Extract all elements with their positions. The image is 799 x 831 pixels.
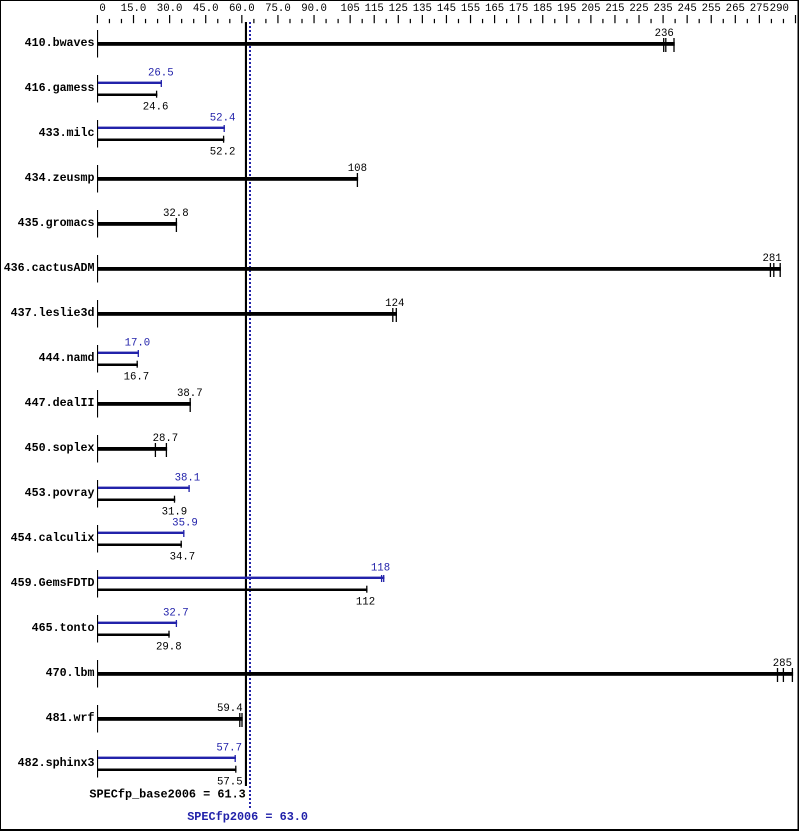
- svg-text:155: 155: [461, 3, 480, 15]
- svg-text:416.gamess: 416.gamess: [25, 82, 95, 95]
- svg-text:38.7: 38.7: [177, 388, 203, 400]
- svg-text:30.0: 30.0: [157, 3, 183, 15]
- svg-text:105: 105: [341, 3, 360, 15]
- svg-text:235: 235: [653, 3, 672, 15]
- svg-text:265: 265: [726, 3, 745, 15]
- svg-text:410.bwaves: 410.bwaves: [25, 37, 95, 50]
- svg-text:482.sphinx3: 482.sphinx3: [18, 757, 95, 770]
- svg-text:108: 108: [348, 163, 367, 175]
- svg-text:SPECfp_base2006 = 61.3: SPECfp_base2006 = 61.3: [89, 787, 245, 801]
- svg-text:SPECfp2006 = 63.0: SPECfp2006 = 63.0: [187, 810, 308, 824]
- svg-text:275: 275: [750, 3, 769, 15]
- svg-text:195: 195: [557, 3, 576, 15]
- svg-text:444.namd: 444.namd: [39, 352, 95, 365]
- svg-text:15.0: 15.0: [121, 3, 147, 15]
- svg-text:60.0: 60.0: [229, 3, 255, 15]
- svg-text:215: 215: [605, 3, 624, 15]
- svg-text:481.wrf: 481.wrf: [46, 712, 95, 725]
- svg-text:185: 185: [533, 3, 552, 15]
- svg-text:145: 145: [437, 3, 456, 15]
- svg-text:26.5: 26.5: [148, 68, 174, 80]
- svg-text:32.7: 32.7: [163, 608, 189, 620]
- svg-text:118: 118: [371, 563, 390, 575]
- svg-text:35.9: 35.9: [172, 518, 198, 530]
- svg-text:165: 165: [485, 3, 504, 15]
- svg-text:175: 175: [509, 3, 528, 15]
- svg-text:437.leslie3d: 437.leslie3d: [11, 307, 95, 320]
- svg-text:17.0: 17.0: [125, 338, 151, 350]
- svg-text:447.dealII: 447.dealII: [25, 397, 95, 410]
- svg-text:245: 245: [678, 3, 697, 15]
- svg-text:435.gromacs: 435.gromacs: [18, 217, 95, 230]
- svg-text:57.7: 57.7: [216, 743, 242, 755]
- svg-text:24.6: 24.6: [143, 101, 169, 113]
- svg-text:75.0: 75.0: [265, 3, 291, 15]
- svg-text:436.cactusADM: 436.cactusADM: [4, 262, 95, 275]
- svg-text:90.0: 90.0: [301, 3, 327, 15]
- svg-text:45.0: 45.0: [193, 3, 219, 15]
- svg-text:450.soplex: 450.soplex: [25, 442, 95, 455]
- svg-text:32.8: 32.8: [163, 208, 189, 220]
- svg-text:135: 135: [413, 3, 432, 15]
- svg-text:255: 255: [702, 3, 721, 15]
- svg-text:281: 281: [762, 253, 781, 265]
- svg-text:470.lbm: 470.lbm: [46, 667, 95, 680]
- svg-text:31.9: 31.9: [162, 506, 188, 518]
- svg-text:59.4: 59.4: [217, 703, 243, 715]
- svg-text:205: 205: [581, 3, 600, 15]
- svg-text:112: 112: [356, 596, 375, 608]
- svg-text:38.1: 38.1: [175, 473, 201, 485]
- svg-text:459.GemsFDTD: 459.GemsFDTD: [11, 577, 95, 590]
- svg-text:465.tonto: 465.tonto: [32, 622, 95, 635]
- svg-text:52.4: 52.4: [210, 113, 236, 125]
- svg-text:434.zeusmp: 434.zeusmp: [25, 172, 95, 185]
- svg-text:16.7: 16.7: [124, 371, 150, 383]
- svg-text:29.8: 29.8: [156, 641, 182, 653]
- svg-text:225: 225: [629, 3, 648, 15]
- svg-text:285: 285: [773, 658, 792, 670]
- svg-text:125: 125: [389, 3, 408, 15]
- svg-text:433.milc: 433.milc: [39, 127, 95, 140]
- svg-text:28.7: 28.7: [153, 433, 179, 445]
- svg-text:115: 115: [365, 3, 384, 15]
- svg-text:52.2: 52.2: [210, 146, 236, 158]
- svg-text:236: 236: [655, 28, 674, 40]
- svg-text:124: 124: [385, 298, 404, 310]
- svg-text:453.povray: 453.povray: [25, 487, 95, 500]
- svg-text:57.5: 57.5: [217, 776, 243, 788]
- svg-text:290: 290: [770, 3, 789, 15]
- svg-text:454.calculix: 454.calculix: [11, 532, 95, 545]
- svg-text:0: 0: [99, 3, 105, 15]
- svg-text:34.7: 34.7: [170, 551, 196, 563]
